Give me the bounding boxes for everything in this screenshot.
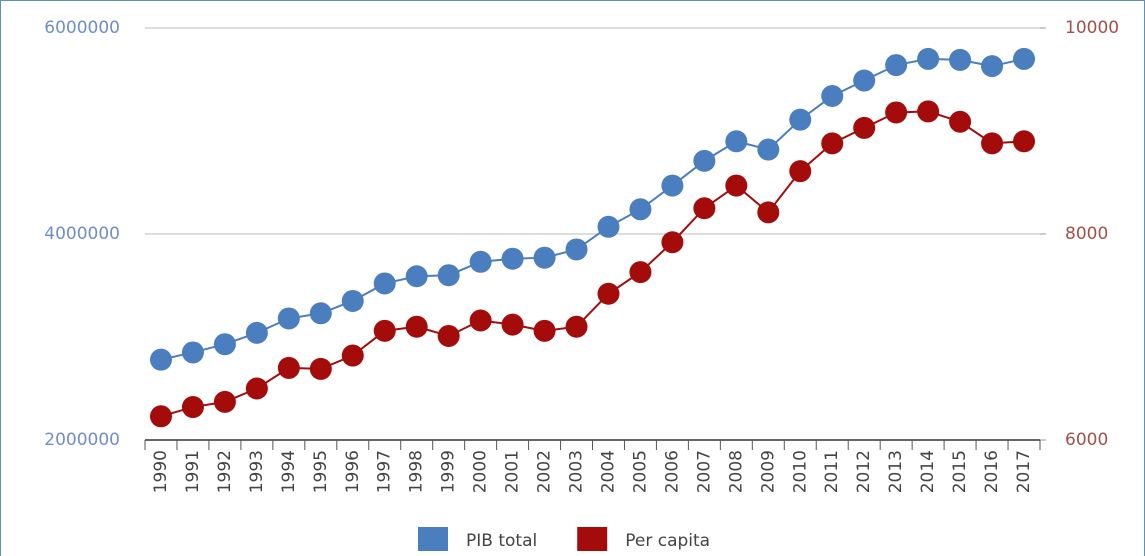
x-tick-label: 2017: [1014, 450, 1034, 493]
point: [789, 108, 812, 131]
point: [277, 307, 300, 330]
x-tick-label: 1997: [375, 450, 395, 493]
point: [597, 282, 620, 305]
point: [341, 289, 364, 312]
point: [501, 313, 524, 336]
point: [725, 174, 748, 197]
point: [565, 315, 588, 338]
x-tick-label: 2006: [662, 450, 682, 493]
point: [181, 341, 204, 364]
y2-tick-label: 8000: [1065, 224, 1108, 244]
y-tick-label: 2000000: [44, 430, 120, 450]
point: [789, 160, 812, 183]
point: [309, 302, 332, 325]
y2-tick-label: 10000: [1065, 18, 1119, 38]
point: [469, 250, 492, 273]
legend-swatch: [418, 527, 448, 551]
x-tick-label: 1995: [311, 450, 331, 493]
legend-label: Per capita: [625, 531, 710, 551]
legend-label: PIB total: [466, 531, 537, 551]
x-tick-label: 2011: [822, 450, 842, 493]
point: [661, 231, 684, 254]
x-tick-label: 1992: [215, 450, 235, 493]
point: [437, 324, 460, 347]
y-tick-label: 4000000: [44, 224, 120, 244]
point: [149, 348, 172, 371]
point: [949, 48, 972, 71]
point: [629, 198, 652, 221]
x-tick-label: 2008: [726, 450, 746, 493]
point: [245, 321, 268, 344]
point: [245, 377, 268, 400]
point: [981, 55, 1004, 78]
x-tick-label: 2000: [471, 450, 491, 493]
x-tick-label: 2014: [918, 450, 938, 493]
point: [821, 84, 844, 107]
y2-tick-label: 6000: [1065, 430, 1108, 450]
x-tick-label: 2010: [790, 450, 810, 493]
point: [181, 396, 204, 419]
point: [853, 69, 876, 92]
x-tick-label: 2001: [503, 450, 523, 493]
point: [533, 319, 556, 342]
point: [821, 132, 844, 155]
x-tick-label: 1996: [343, 450, 363, 493]
point: [565, 238, 588, 261]
point: [213, 390, 236, 413]
x-tick-label: 2002: [535, 450, 555, 493]
point: [437, 264, 460, 287]
x-tick-label: 2007: [694, 450, 714, 493]
point: [757, 201, 780, 224]
point: [405, 265, 428, 288]
y-tick-label: 6000000: [44, 18, 120, 38]
point: [533, 246, 556, 269]
x-tick-label: 1998: [407, 450, 427, 493]
point: [885, 54, 908, 77]
point: [1013, 47, 1036, 70]
point: [725, 130, 748, 153]
x-tick-label: 1993: [247, 450, 267, 493]
point: [757, 138, 780, 161]
x-tick-label: 1991: [183, 450, 203, 493]
series-line: [160, 110, 1025, 418]
series-line: [160, 57, 1025, 361]
point: [917, 100, 940, 123]
point: [213, 333, 236, 356]
point: [373, 319, 396, 342]
legend-swatch: [577, 527, 608, 551]
point: [853, 116, 876, 139]
point: [661, 174, 684, 197]
point: [981, 132, 1004, 155]
x-tick-label: 2012: [854, 450, 874, 493]
point: [277, 356, 300, 379]
point: [693, 149, 716, 172]
point: [693, 197, 716, 220]
point: [373, 272, 396, 295]
x-tick-label: 2003: [567, 450, 587, 493]
point: [885, 101, 908, 124]
x-tick-label: 2016: [982, 450, 1002, 493]
point: [1013, 130, 1036, 153]
point: [405, 315, 428, 338]
x-tick-label: 1990: [151, 450, 171, 493]
x-tick-label: 2015: [950, 450, 970, 493]
x-tick-label: 2005: [630, 450, 650, 493]
point: [469, 309, 492, 332]
x-tick-label: 2004: [598, 450, 618, 493]
point: [341, 344, 364, 367]
point: [149, 405, 172, 428]
x-tick-label: 2013: [886, 450, 906, 493]
point: [917, 47, 940, 70]
point: [597, 215, 620, 238]
x-tick-label: 1994: [279, 450, 299, 493]
point: [629, 261, 652, 284]
x-tick-label: 2009: [758, 450, 778, 493]
x-tick-label: 1999: [439, 450, 459, 493]
point: [949, 110, 972, 133]
point: [501, 247, 524, 270]
point: [309, 357, 332, 380]
